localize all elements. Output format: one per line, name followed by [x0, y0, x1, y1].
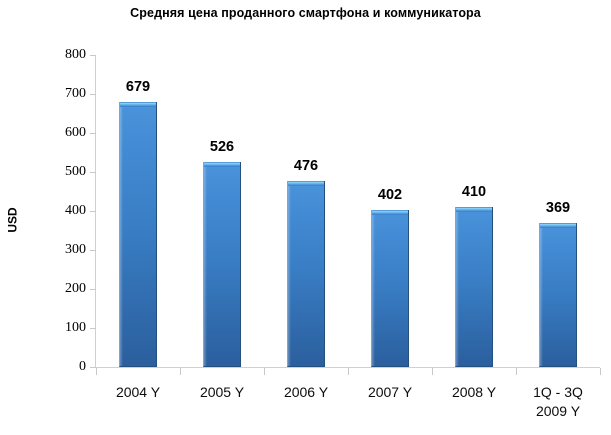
- x-axis-tick: [96, 368, 97, 375]
- bar-value-label: 410: [461, 184, 487, 200]
- chart-title: Средняя цена проданного смартфона и комм…: [130, 6, 481, 20]
- y-axis-tick-label: 600: [65, 125, 86, 140]
- x-axis-tick: [180, 368, 181, 375]
- bar-value-label: 402: [377, 187, 403, 203]
- y-axis-tick: [90, 367, 96, 368]
- y-axis-tick-label: 100: [65, 320, 86, 335]
- y-axis-tick: [90, 211, 96, 212]
- bar[interactable]: [287, 181, 325, 367]
- y-axis-tick: [90, 55, 96, 56]
- x-axis-category-label: 2005 Y: [199, 384, 245, 400]
- y-axis-tick: [90, 94, 96, 95]
- bar-value-label: 526: [209, 139, 235, 155]
- y-axis-tick-label: 200: [65, 281, 86, 296]
- bar-value-label: 476: [293, 158, 319, 174]
- x-axis-line: [96, 367, 600, 368]
- y-axis-tick-label: 300: [65, 242, 86, 257]
- bar[interactable]: [371, 210, 409, 367]
- x-axis-category-label: 2006 Y: [283, 384, 329, 400]
- y-axis-tick-label: 0: [79, 359, 86, 374]
- bar[interactable]: [539, 223, 577, 367]
- plot-area: [96, 55, 600, 367]
- x-axis-category-label: 2008 Y: [451, 384, 497, 400]
- y-axis-tick-label: 700: [65, 86, 86, 101]
- y-axis-tick: [90, 172, 96, 173]
- bar[interactable]: [203, 162, 241, 367]
- bar-value-label: 369: [545, 200, 571, 216]
- x-axis-tick: [600, 368, 601, 375]
- y-axis-tick-label: 400: [65, 203, 86, 218]
- x-axis-tick: [432, 368, 433, 375]
- bar[interactable]: [119, 102, 157, 367]
- x-axis-tick: [348, 368, 349, 375]
- y-axis-tick: [90, 289, 96, 290]
- bar[interactable]: [455, 207, 493, 367]
- y-axis-title-label: USD: [6, 207, 20, 233]
- bar-value-label: 679: [125, 79, 151, 95]
- x-axis-category-label: 2004 Y: [115, 384, 161, 400]
- y-axis-tick: [90, 328, 96, 329]
- y-axis-tick: [90, 133, 96, 134]
- y-axis-tick-label: 800: [65, 47, 86, 62]
- y-axis-tick: [90, 250, 96, 251]
- x-axis-tick: [516, 368, 517, 375]
- y-axis-tick-label: 500: [65, 164, 86, 179]
- x-axis-category-label: 2007 Y: [367, 384, 413, 400]
- y-axis-title: USD: [4, 190, 22, 250]
- x-axis-category-label: 1Q - 3Q 2009 Y: [533, 384, 583, 419]
- x-axis-tick: [264, 368, 265, 375]
